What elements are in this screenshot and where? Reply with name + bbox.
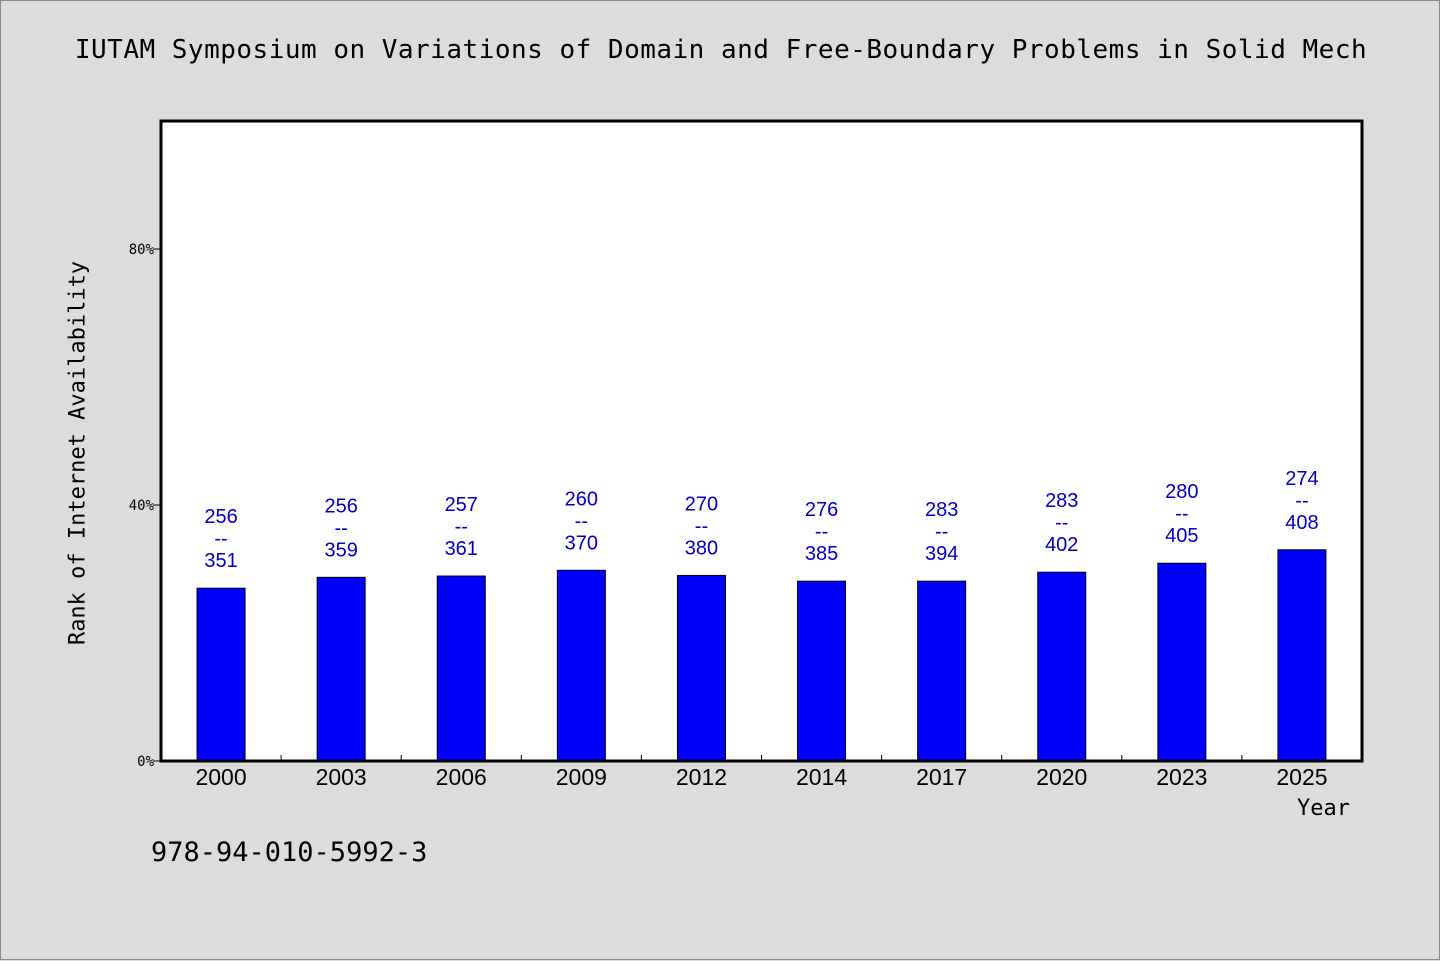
data-label: -- xyxy=(575,510,588,532)
data-label: -- xyxy=(1175,503,1188,525)
data-label: -- xyxy=(1055,512,1068,534)
data-label: 257 xyxy=(445,494,478,516)
bar xyxy=(196,587,246,762)
bar xyxy=(1277,549,1327,762)
y-tick-label: 0% xyxy=(137,754,154,770)
x-tick-label: 2017 xyxy=(916,764,967,790)
data-label: 351 xyxy=(204,550,237,572)
x-tick-label: 2006 xyxy=(436,764,487,790)
bar xyxy=(1037,571,1087,762)
data-label: 405 xyxy=(1165,525,1198,547)
x-tick-label: 2000 xyxy=(195,764,246,790)
data-label: 270 xyxy=(685,493,718,515)
data-label: 280 xyxy=(1165,481,1198,503)
isbn-text: 978-94-010-5992-3 xyxy=(151,837,428,868)
x-tick-label: 2020 xyxy=(1036,764,1087,790)
data-label: -- xyxy=(334,517,347,539)
x-axis-label: Year xyxy=(1297,796,1350,821)
x-tick-label: 2012 xyxy=(676,764,727,790)
data-label: 380 xyxy=(685,537,718,559)
data-label: 385 xyxy=(805,543,838,565)
bar xyxy=(1157,562,1207,762)
bar xyxy=(797,580,847,762)
x-tick-label: 2023 xyxy=(1156,764,1207,790)
data-label: 283 xyxy=(1045,490,1078,512)
y-axis-label: Rank of Internet Availability xyxy=(65,260,91,646)
data-label: 256 xyxy=(324,495,357,517)
bar xyxy=(556,569,606,762)
data-label: -- xyxy=(935,521,948,543)
data-label: -- xyxy=(1295,490,1308,512)
bar xyxy=(316,576,366,762)
data-label: 408 xyxy=(1285,512,1318,534)
data-label: 260 xyxy=(565,488,598,510)
chart-title: IUTAM Symposium on Variations of Domain … xyxy=(74,35,1368,65)
data-label: 256 xyxy=(204,506,237,528)
y-tick-label: 80% xyxy=(129,242,155,258)
data-label: -- xyxy=(815,521,828,543)
data-label: 283 xyxy=(925,499,958,521)
bar xyxy=(676,574,726,762)
plot-border xyxy=(159,119,1364,763)
y-tick-label: 40% xyxy=(129,498,155,514)
bar xyxy=(436,575,486,762)
data-label: 361 xyxy=(445,538,478,560)
x-tick-label: 2009 xyxy=(556,764,607,790)
x-tick-label: 2014 xyxy=(796,764,847,790)
data-label: 274 xyxy=(1285,468,1318,490)
data-label: 359 xyxy=(324,539,357,561)
data-label: -- xyxy=(455,516,468,538)
data-label: 370 xyxy=(565,532,598,554)
data-label: -- xyxy=(214,528,227,550)
bar xyxy=(917,580,967,762)
data-label: -- xyxy=(695,515,708,537)
x-tick-label: 2025 xyxy=(1276,764,1327,790)
data-label: 276 xyxy=(805,499,838,521)
x-tick-label: 2003 xyxy=(316,764,367,790)
data-label: 402 xyxy=(1045,534,1078,556)
data-label: 394 xyxy=(925,543,958,565)
